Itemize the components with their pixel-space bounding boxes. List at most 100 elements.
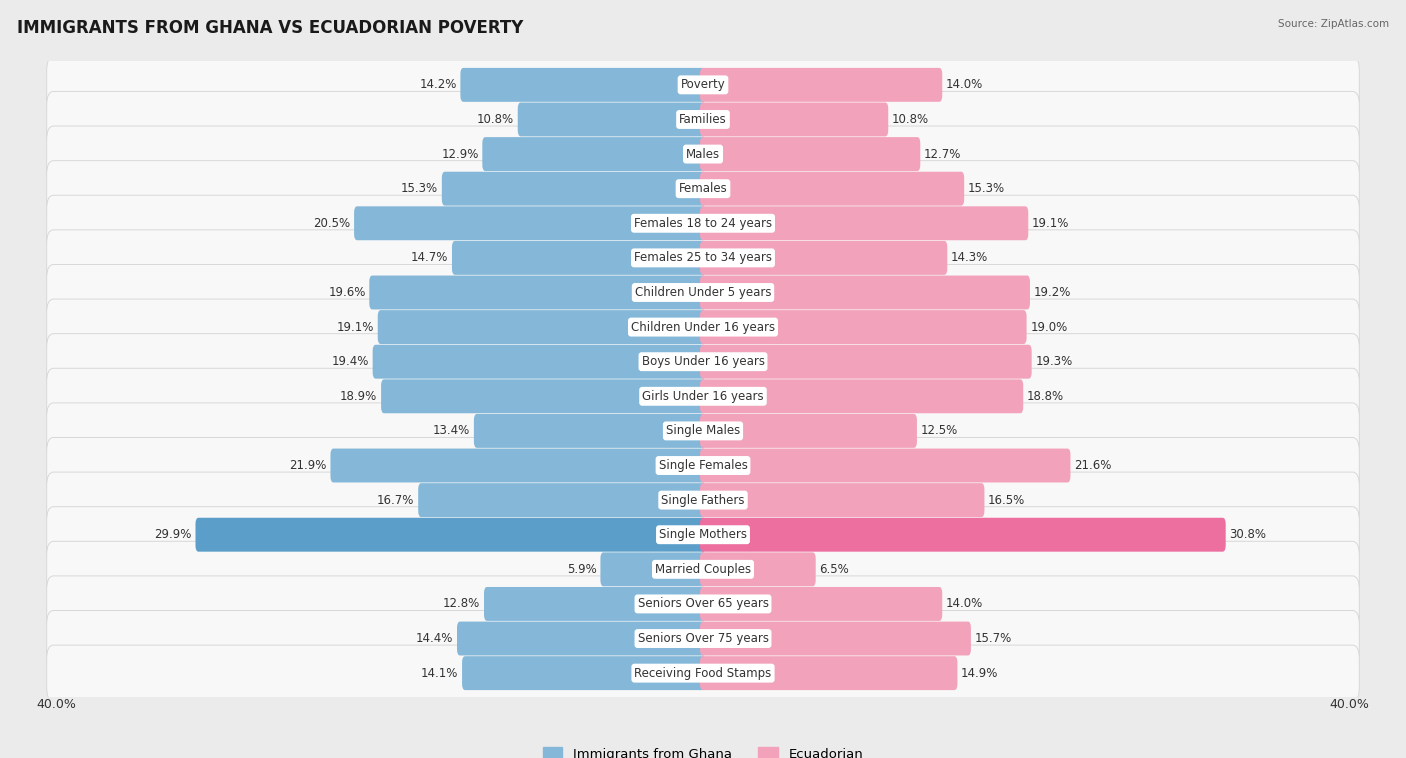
FancyBboxPatch shape: [474, 414, 706, 448]
FancyBboxPatch shape: [517, 102, 706, 136]
Text: 14.4%: 14.4%: [416, 632, 453, 645]
Text: 14.3%: 14.3%: [950, 252, 988, 265]
Text: 14.1%: 14.1%: [420, 666, 458, 680]
Text: 40.0%: 40.0%: [1330, 698, 1369, 711]
Text: 20.5%: 20.5%: [314, 217, 350, 230]
FancyBboxPatch shape: [457, 622, 706, 656]
FancyBboxPatch shape: [484, 587, 706, 621]
FancyBboxPatch shape: [418, 483, 706, 517]
FancyBboxPatch shape: [700, 310, 1026, 344]
Text: 16.7%: 16.7%: [377, 493, 415, 506]
FancyBboxPatch shape: [46, 299, 1360, 355]
FancyBboxPatch shape: [700, 102, 889, 136]
Text: 30.8%: 30.8%: [1229, 528, 1267, 541]
Text: Single Females: Single Females: [658, 459, 748, 472]
FancyBboxPatch shape: [46, 196, 1360, 252]
Text: 21.9%: 21.9%: [290, 459, 326, 472]
FancyBboxPatch shape: [700, 345, 1032, 379]
FancyBboxPatch shape: [451, 241, 706, 275]
Text: 14.2%: 14.2%: [419, 78, 457, 92]
Text: 10.8%: 10.8%: [477, 113, 515, 126]
Text: 5.9%: 5.9%: [567, 563, 596, 576]
Text: Females 25 to 34 years: Females 25 to 34 years: [634, 252, 772, 265]
FancyBboxPatch shape: [700, 68, 942, 102]
FancyBboxPatch shape: [373, 345, 706, 379]
FancyBboxPatch shape: [46, 92, 1360, 148]
Text: 19.3%: 19.3%: [1035, 356, 1073, 368]
FancyBboxPatch shape: [46, 368, 1360, 424]
FancyBboxPatch shape: [700, 206, 1028, 240]
Text: 16.5%: 16.5%: [988, 493, 1025, 506]
Text: 19.2%: 19.2%: [1033, 286, 1071, 299]
FancyBboxPatch shape: [46, 645, 1360, 701]
FancyBboxPatch shape: [700, 172, 965, 205]
Text: 40.0%: 40.0%: [37, 698, 76, 711]
FancyBboxPatch shape: [460, 68, 706, 102]
Text: Source: ZipAtlas.com: Source: ZipAtlas.com: [1278, 19, 1389, 29]
FancyBboxPatch shape: [330, 449, 706, 482]
Text: Poverty: Poverty: [681, 78, 725, 92]
Text: 15.3%: 15.3%: [967, 182, 1005, 195]
Text: 6.5%: 6.5%: [820, 563, 849, 576]
FancyBboxPatch shape: [46, 506, 1360, 562]
FancyBboxPatch shape: [482, 137, 706, 171]
FancyBboxPatch shape: [700, 656, 957, 690]
Text: 19.1%: 19.1%: [336, 321, 374, 334]
Text: Girls Under 16 years: Girls Under 16 years: [643, 390, 763, 402]
FancyBboxPatch shape: [700, 275, 1031, 309]
Text: Single Mothers: Single Mothers: [659, 528, 747, 541]
FancyBboxPatch shape: [700, 587, 942, 621]
Text: Females: Females: [679, 182, 727, 195]
Text: Females 18 to 24 years: Females 18 to 24 years: [634, 217, 772, 230]
FancyBboxPatch shape: [700, 379, 1024, 413]
Text: 18.9%: 18.9%: [340, 390, 377, 402]
Text: 19.1%: 19.1%: [1032, 217, 1070, 230]
FancyBboxPatch shape: [700, 483, 984, 517]
Text: Boys Under 16 years: Boys Under 16 years: [641, 356, 765, 368]
Text: 14.0%: 14.0%: [946, 78, 983, 92]
FancyBboxPatch shape: [700, 553, 815, 586]
Text: 15.3%: 15.3%: [401, 182, 439, 195]
FancyBboxPatch shape: [46, 265, 1360, 321]
FancyBboxPatch shape: [381, 379, 706, 413]
FancyBboxPatch shape: [46, 161, 1360, 217]
Text: 12.5%: 12.5%: [921, 424, 957, 437]
Text: 12.9%: 12.9%: [441, 148, 478, 161]
Text: Receiving Food Stamps: Receiving Food Stamps: [634, 666, 772, 680]
Text: 12.8%: 12.8%: [443, 597, 481, 610]
Text: Children Under 16 years: Children Under 16 years: [631, 321, 775, 334]
FancyBboxPatch shape: [195, 518, 706, 552]
Text: 19.4%: 19.4%: [332, 356, 368, 368]
Text: Seniors Over 65 years: Seniors Over 65 years: [637, 597, 769, 610]
Text: 12.7%: 12.7%: [924, 148, 962, 161]
FancyBboxPatch shape: [46, 403, 1360, 459]
Text: 14.9%: 14.9%: [962, 666, 998, 680]
FancyBboxPatch shape: [46, 334, 1360, 390]
Text: Single Fathers: Single Fathers: [661, 493, 745, 506]
FancyBboxPatch shape: [700, 449, 1070, 482]
FancyBboxPatch shape: [46, 576, 1360, 632]
FancyBboxPatch shape: [46, 541, 1360, 597]
Text: 19.0%: 19.0%: [1031, 321, 1067, 334]
Text: 10.8%: 10.8%: [891, 113, 929, 126]
Text: Males: Males: [686, 148, 720, 161]
FancyBboxPatch shape: [46, 437, 1360, 493]
FancyBboxPatch shape: [700, 518, 1226, 552]
Text: 13.4%: 13.4%: [433, 424, 470, 437]
FancyBboxPatch shape: [700, 622, 972, 656]
FancyBboxPatch shape: [354, 206, 706, 240]
Text: 14.0%: 14.0%: [946, 597, 983, 610]
FancyBboxPatch shape: [370, 275, 706, 309]
Legend: Immigrants from Ghana, Ecuadorian: Immigrants from Ghana, Ecuadorian: [543, 747, 863, 758]
FancyBboxPatch shape: [463, 656, 706, 690]
Text: Married Couples: Married Couples: [655, 563, 751, 576]
FancyBboxPatch shape: [600, 553, 706, 586]
FancyBboxPatch shape: [700, 137, 921, 171]
Text: Single Males: Single Males: [666, 424, 740, 437]
Text: 19.6%: 19.6%: [328, 286, 366, 299]
Text: Families: Families: [679, 113, 727, 126]
Text: 14.7%: 14.7%: [411, 252, 449, 265]
FancyBboxPatch shape: [46, 126, 1360, 182]
Text: IMMIGRANTS FROM GHANA VS ECUADORIAN POVERTY: IMMIGRANTS FROM GHANA VS ECUADORIAN POVE…: [17, 19, 523, 37]
FancyBboxPatch shape: [700, 414, 917, 448]
